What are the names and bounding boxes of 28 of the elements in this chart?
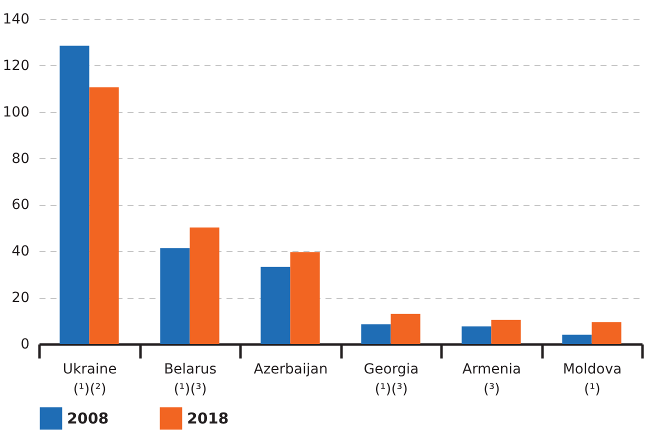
bar <box>562 334 592 344</box>
y-tick-label: 140 <box>2 12 30 28</box>
bar <box>160 248 190 344</box>
y-tick-label: 100 <box>2 104 30 120</box>
bar <box>361 324 391 344</box>
x-tick-label: Georgia (¹)(³) <box>364 362 419 398</box>
bar <box>60 46 90 344</box>
bar <box>89 87 119 344</box>
y-tick-label: 40 <box>12 244 30 260</box>
y-tick-label: 20 <box>12 290 30 306</box>
bar <box>491 320 521 344</box>
bar <box>290 252 320 344</box>
legend-label: 2018 <box>187 409 229 428</box>
x-tick-label: Belarus (¹)(³) <box>164 362 217 398</box>
legend-label: 2008 <box>67 409 109 428</box>
y-tick-label: 80 <box>12 150 30 167</box>
bar <box>390 314 420 344</box>
bar <box>190 227 220 344</box>
y-tick-label: 0 <box>20 336 30 352</box>
y-tick-label: 60 <box>12 197 30 214</box>
x-tick-label: Ukraine (¹)(²) <box>62 362 117 398</box>
bar <box>592 322 622 344</box>
y-tick-label: 120 <box>2 58 30 74</box>
x-tick-label: Armenia (³) <box>462 362 522 398</box>
x-tick-label: Azerbaijan <box>254 362 328 378</box>
x-tick-label: Moldova (¹) <box>562 362 622 398</box>
bar <box>260 266 290 344</box>
bar <box>462 326 492 344</box>
